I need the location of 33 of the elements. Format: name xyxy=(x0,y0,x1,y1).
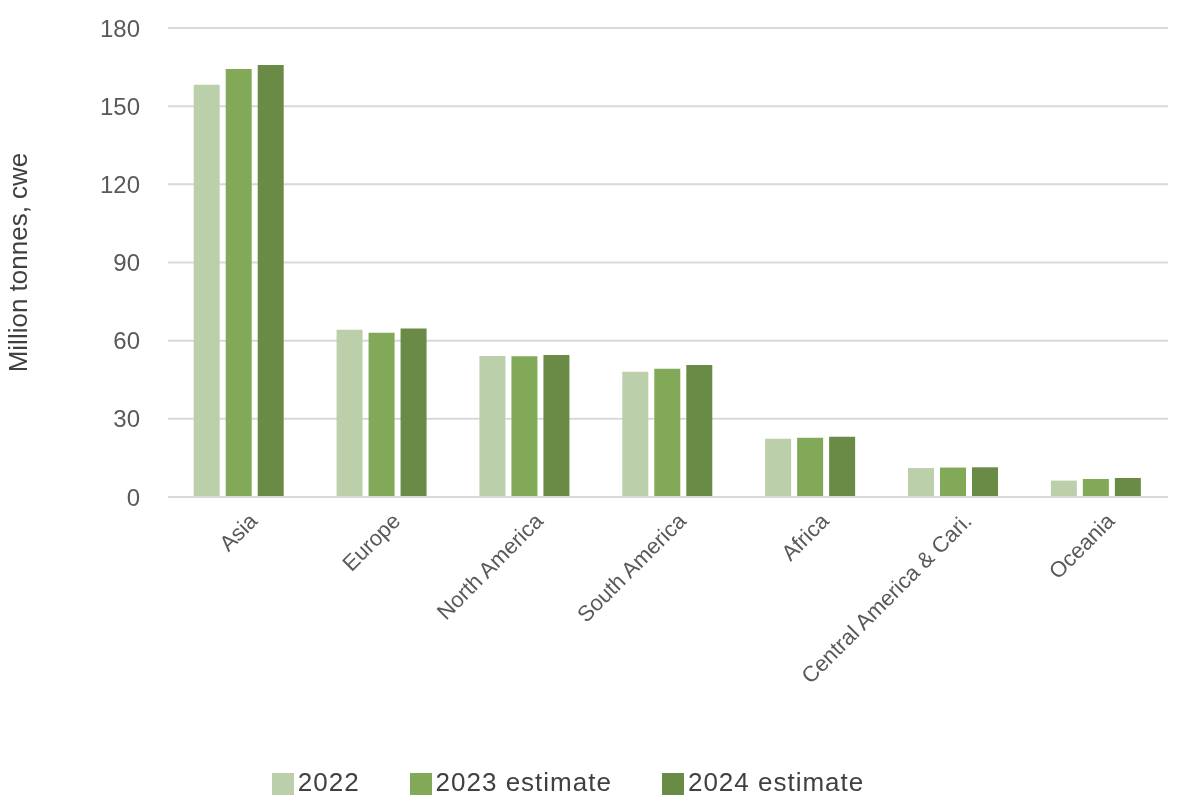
bar xyxy=(1114,477,1141,497)
bar xyxy=(193,84,220,497)
bar xyxy=(1050,480,1077,497)
bar xyxy=(940,467,966,497)
y-tick-label: 60 xyxy=(113,327,140,355)
bar xyxy=(225,68,252,497)
bar xyxy=(797,437,824,497)
bar xyxy=(765,438,792,497)
legend-label: 2023 estimate xyxy=(435,767,612,797)
bar xyxy=(257,65,284,497)
bar xyxy=(908,468,934,497)
bar xyxy=(368,332,395,497)
legend-label: 2024 estimate xyxy=(687,767,865,797)
y-tick-label: 0 xyxy=(126,483,140,511)
bar xyxy=(972,467,998,497)
bar xyxy=(479,356,506,497)
bar xyxy=(1082,479,1109,497)
bar xyxy=(400,328,427,497)
bar xyxy=(686,364,713,497)
x-tick-label: Asia xyxy=(214,507,263,557)
y-tick-label: 90 xyxy=(113,249,140,277)
legend-label: 2022 xyxy=(297,767,360,797)
bar xyxy=(622,371,649,497)
y-tick-label: 180 xyxy=(99,14,140,42)
y-tick-label: 150 xyxy=(99,92,140,120)
y-axis-title: Million tonnes, cwe xyxy=(3,152,34,373)
bar xyxy=(336,329,363,497)
bar xyxy=(511,356,538,497)
y-tick-label: 120 xyxy=(99,170,140,198)
y-tick-label: 30 xyxy=(113,405,140,433)
bar xyxy=(543,355,570,497)
bar xyxy=(654,368,681,497)
bar xyxy=(829,436,856,497)
